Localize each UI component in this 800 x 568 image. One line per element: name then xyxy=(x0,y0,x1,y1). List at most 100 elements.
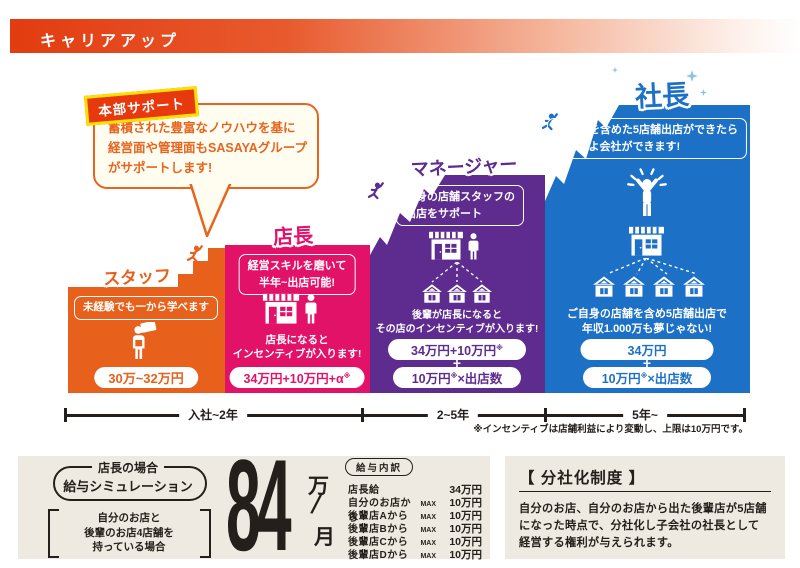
subsidiary-line2: になった時点で、分社化し子会社の社長として xyxy=(519,520,760,532)
support-line-3: がサポートします! xyxy=(108,161,213,175)
plus-sign: + xyxy=(642,355,652,371)
manager-desc-line2: その店のインセンティブが入ります! xyxy=(375,323,539,335)
table-row: 後輩店Cから MAX 10万円 xyxy=(348,533,482,548)
branch-stores-row xyxy=(593,276,705,297)
store-manager-desc: 店長になると インセンティブが入ります! xyxy=(233,334,362,361)
support-line-1: 蓄積された豊富なノウハウを基に xyxy=(108,121,296,135)
row-value: 10万円 xyxy=(449,549,482,561)
row-value: 10万円 xyxy=(449,536,482,548)
table-row: 店長給 34万円 xyxy=(348,481,482,496)
header-banner xyxy=(10,19,800,53)
left-bracket xyxy=(48,509,59,558)
president-desc: ご自身の店舗を含め5店舗出店で 年収1.000万も夢じゃない! xyxy=(567,307,727,337)
stairs-climber-icon xyxy=(186,245,203,265)
simulation-condition: 自分のお店と 後輩のお店4店舗を 持っている場合 xyxy=(84,511,174,555)
simulation-amount: 84 xyxy=(226,432,292,568)
manager-note-line1: 自身の店舗スタッフの xyxy=(405,191,515,203)
timeline-label-2: 2~5年 xyxy=(427,406,479,423)
asterisk-mark: ※ xyxy=(343,372,351,380)
network-dashed-lines xyxy=(431,262,483,283)
row-label: 後輩店Bから xyxy=(348,524,409,535)
row-max: MAX xyxy=(420,527,436,534)
timeline-tick xyxy=(361,408,364,422)
president-salary-text2: 10万円 xyxy=(601,372,641,386)
manager-note-line2: 出店をサポート xyxy=(405,207,482,220)
store-manager-note-line1: 経営スキルを磨いて xyxy=(247,260,347,272)
subsidiary-title: 【 分社化制度 】 xyxy=(519,470,646,487)
sparkle-icon xyxy=(612,67,618,73)
breakdown-table: 店長給 34万円 自分のお店から MAX 10万円 後輩店Aから MAX 10万… xyxy=(348,481,482,561)
asterisk-mark: ※ xyxy=(450,372,458,380)
row-label: 後輩店Cから xyxy=(348,537,409,548)
staff-salary-pill: 30万~32万円 xyxy=(94,367,198,388)
store-manager-desc-line2: インセンティブが入ります! xyxy=(232,347,362,360)
manager-desc: 後輩が店長になると その店のインセンティブが入ります! xyxy=(376,309,539,336)
subsidiary-panel xyxy=(505,456,785,559)
row-label: 店長給 xyxy=(348,485,380,496)
unit-man: 万 xyxy=(308,475,329,498)
president-salary-pill-2: 10万円※×出店数 xyxy=(583,367,711,388)
small-store-icon xyxy=(683,276,705,297)
president-note-line1: 自店舗を含めた5店舗出店ができたら xyxy=(555,124,739,136)
owner-person-icon xyxy=(467,233,480,260)
row-max: MAX xyxy=(420,514,436,521)
timeline-tick xyxy=(64,408,67,422)
president-salary-pill-1: 34万円 xyxy=(580,339,714,360)
small-store-icon xyxy=(623,276,645,297)
timeline-tick xyxy=(743,408,746,422)
row-value: 10万円 xyxy=(449,497,482,509)
storefront-icon xyxy=(428,231,464,260)
staff-title: スタッフ xyxy=(102,266,172,289)
condition-line3: 持っている場合 xyxy=(92,541,166,554)
plus-sign: + xyxy=(452,355,462,371)
condition-line2: 後輩のお店4店舗を xyxy=(84,526,174,539)
manager-salary-text3: ×出店数 xyxy=(457,372,503,386)
store-manager-note: 経営スキルを磨いて 半年~出店可能! xyxy=(238,254,356,295)
stair-step xyxy=(178,274,225,288)
table-row: 後輩店Bから MAX 10万円 xyxy=(348,520,482,535)
store-manager-title: 店長 xyxy=(272,224,314,250)
climber-icon xyxy=(367,181,384,203)
row-max: MAX xyxy=(420,553,436,560)
storefront-icon xyxy=(628,226,665,256)
sparkle-icon xyxy=(686,70,698,82)
manager-salary-text2: 10万円 xyxy=(411,372,451,386)
storefront-icon xyxy=(262,293,300,324)
staff-note: 未経験でも一から学べます xyxy=(74,296,218,320)
small-store-icon xyxy=(653,276,675,297)
president-note: 自店舗を含めた5店舗出店ができたら いよいよ会社ができます! xyxy=(546,118,748,159)
small-store-icon xyxy=(422,284,442,303)
president-desc-line2: 年収1.000万も夢じゃない! xyxy=(581,322,713,335)
subsidiary-line3: 経営する権利が与えられます。 xyxy=(519,537,679,549)
small-store-icon xyxy=(472,284,492,303)
timeline-axis xyxy=(65,414,745,417)
president-note-line2: いよいよ会社ができます! xyxy=(555,140,681,153)
president-desc-line1: ご自身の店舗を含め5店舗出店で xyxy=(566,308,728,320)
manager-salary-text: 34万円+10万円 xyxy=(411,344,497,358)
stair-step xyxy=(208,248,225,261)
timeline-tick xyxy=(544,408,547,422)
president-title: 社長 xyxy=(634,79,690,113)
subsidiary-line1: 自分のお店、自分のお店から出た後輩店が5店舗 xyxy=(519,503,767,515)
asterisk-mark: ※ xyxy=(496,344,503,352)
store-manager-note-line2: 半年~出店可能! xyxy=(258,276,336,289)
timeline-label-1: 入社~2年 xyxy=(179,406,247,423)
store-manager-salary-pill: 34万円+10万円+α※ xyxy=(229,367,365,388)
small-store-icon xyxy=(593,276,615,297)
row-value: 10万円 xyxy=(449,510,482,522)
stair-step xyxy=(193,261,225,274)
store-manager-desc-line1: 店長になると xyxy=(265,334,329,346)
right-bracket xyxy=(200,509,211,558)
manager-desc-line1: 後輩が店長になると xyxy=(411,310,502,321)
president-salary-text3: ×出店数 xyxy=(647,372,693,386)
row-label: 自分のお店から xyxy=(348,498,411,524)
row-value: 34万円 xyxy=(449,484,482,496)
breakdown-title: 給与内訳 xyxy=(345,458,414,476)
table-row: 自分のお店から MAX 10万円 xyxy=(348,494,482,524)
row-label: 後輩店Dから xyxy=(348,550,409,561)
sparkle-icon xyxy=(700,89,707,96)
celebrating-person-icon xyxy=(625,166,669,222)
support-bubble-tail xyxy=(188,180,233,238)
manager-salary-pill-1: 34万円+10万円※ xyxy=(388,339,526,360)
